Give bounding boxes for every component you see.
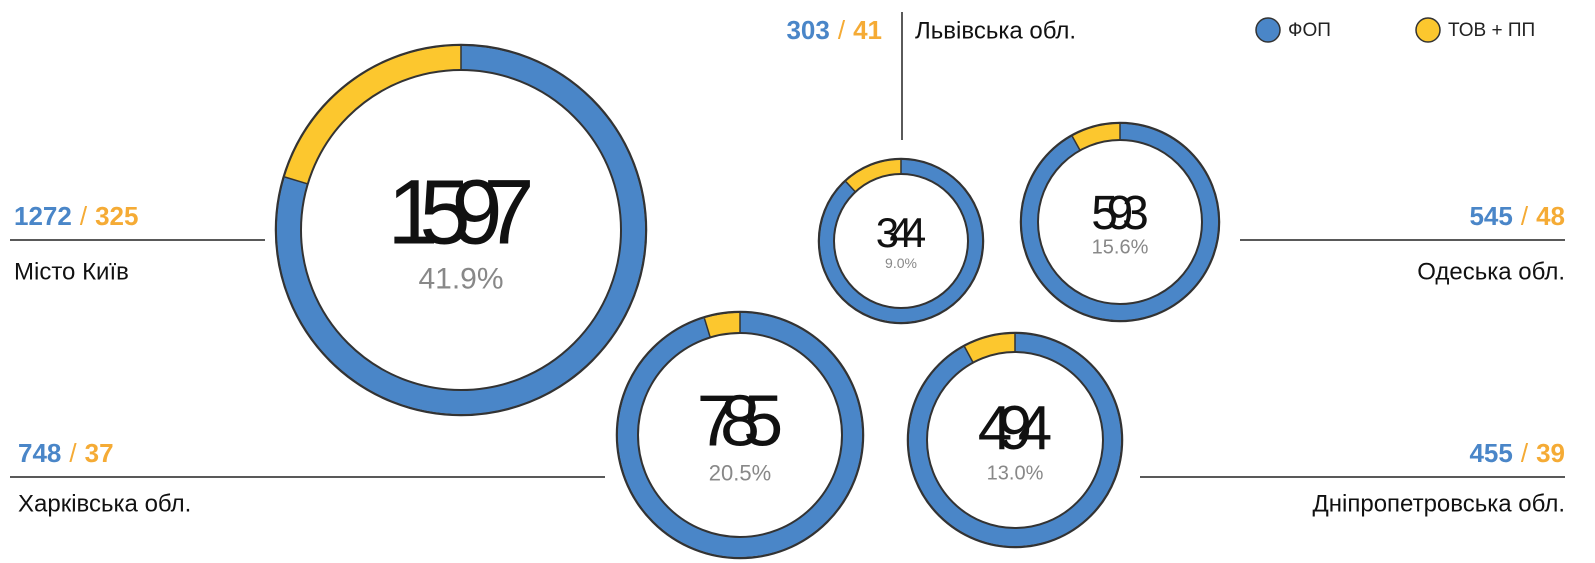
- region-values: 748 / 37: [18, 438, 114, 468]
- fop-value: 1272: [14, 201, 72, 231]
- donut-segment: [277, 46, 645, 414]
- region-values: 303 /41: [786, 15, 882, 45]
- region-name: Місто Київ: [14, 258, 129, 285]
- donut-outer-edge: [1019, 121, 1221, 323]
- segment-divider: [845, 181, 856, 193]
- region-values: 1272 /325: [14, 201, 138, 231]
- donut-share: 20.5%: [709, 460, 771, 485]
- tov-value: 39: [1536, 438, 1565, 468]
- donut-segment: [845, 160, 902, 193]
- donut-segment: [284, 46, 462, 185]
- donut-segment: [909, 334, 1121, 546]
- donut-share: 13.0%: [987, 462, 1044, 484]
- legend-swatch: [1255, 17, 1281, 43]
- fop-value: 748: [18, 438, 61, 468]
- legend-label: ФОП: [1288, 20, 1331, 41]
- separator: /: [1521, 438, 1529, 468]
- tov-value: 41: [853, 15, 882, 45]
- donut-outer-edge: [615, 310, 865, 560]
- fop-value: 545: [1469, 201, 1512, 231]
- fop-value: 455: [1469, 438, 1512, 468]
- donut-total: 1597: [387, 161, 534, 263]
- donut-outer-edge: [906, 331, 1124, 549]
- donut-segment: [1022, 124, 1218, 320]
- fop-value: 303: [786, 15, 829, 45]
- segment-divider: [1071, 136, 1081, 151]
- separator: /: [69, 438, 77, 468]
- separator: /: [838, 15, 846, 45]
- region-name: Львівська обл.: [915, 17, 1076, 44]
- donut-total: 344: [876, 209, 926, 256]
- region-values: 545 /48: [1469, 201, 1565, 231]
- region-name: Одеська обл.: [1417, 258, 1565, 285]
- tov-value: 325: [95, 201, 138, 231]
- donut-share: 9.0%: [885, 255, 917, 271]
- legend-label: ТОВ + ПП: [1448, 20, 1535, 41]
- donut-segment: [618, 313, 862, 557]
- segment-divider: [284, 176, 308, 185]
- segment-divider: [703, 318, 711, 338]
- segment-divider: [963, 346, 974, 363]
- region-values: 455 /39: [1469, 438, 1565, 468]
- tov-value: 48: [1536, 201, 1565, 231]
- donut-total: 494: [978, 394, 1052, 463]
- donut-share: 41.9%: [418, 263, 503, 296]
- donut-segment: [1072, 124, 1121, 151]
- separator: /: [80, 201, 88, 231]
- donut-total: 593: [1091, 187, 1149, 240]
- region-name: Харківська обл.: [18, 490, 191, 517]
- donut-segment: [820, 160, 982, 322]
- donut-segment: [964, 334, 1016, 363]
- region-name: Дніпропетровська обл.: [1313, 490, 1565, 517]
- donut-outer-edge: [274, 43, 648, 417]
- donut-share: 15.6%: [1092, 237, 1149, 259]
- tov-value: 37: [85, 438, 114, 468]
- donut-total: 785: [697, 381, 783, 461]
- donut-outer-edge: [817, 157, 985, 325]
- separator: /: [1521, 201, 1529, 231]
- donut-segment: [704, 313, 741, 338]
- legend-swatch: [1415, 17, 1441, 43]
